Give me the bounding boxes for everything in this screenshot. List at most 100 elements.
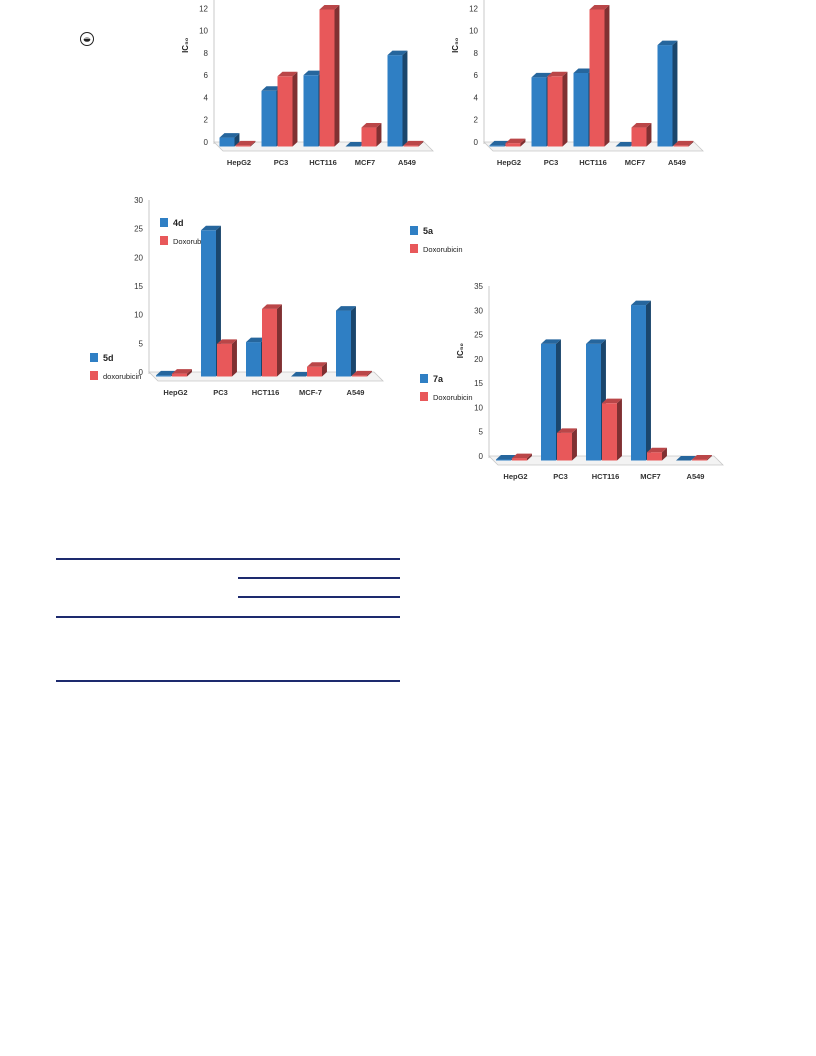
x-tick-label: PC3 [544, 158, 559, 167]
bar-doxorubicin-hepg2 [505, 138, 526, 147]
legend-label-5d: 5d [103, 353, 114, 363]
bar-7a-a549 [676, 456, 696, 461]
bar-doxorubicin-pc3 [217, 339, 237, 377]
legend-swatch-doxorubicin [90, 371, 98, 380]
bar-doxorubicin-pc3 [277, 71, 298, 147]
y-tick-label: 25 [474, 331, 483, 340]
chart-5d-vs-doxorubicin: 0 5 10 15 20 25 30 HepG2 PC3 HCT116 MCF-7 A549 5d dox… [70, 196, 400, 526]
legend-swatch-doxorubicin [420, 392, 428, 401]
bar-4d-hepg2 [219, 133, 240, 147]
chart-4d-vs-doxorubicin: 02468101214IC₅₀HepG2PC3HCT116MCF7A5494dD… [70, 0, 434, 296]
table-rule-sub-1 [238, 577, 400, 579]
bar-doxorubicin-hepg2 [172, 369, 192, 377]
y-tick-label: 0 [139, 368, 144, 377]
legend-label-doxorubicin: Doxorubicin [433, 393, 473, 402]
bar-doxorubicin-hct116 [319, 4, 340, 147]
bar-doxorubicin-a549 [692, 455, 712, 461]
bar-7a-mcf7 [631, 300, 651, 461]
y-tick-label: 5 [139, 339, 144, 348]
x-tick-label: MCF7 [355, 158, 375, 167]
x-tick-label: A549 [687, 472, 705, 481]
legend-swatch-4d [160, 218, 168, 227]
y-tick-label: 10 [134, 311, 143, 320]
x-tick-label: PC3 [274, 158, 289, 167]
bar-doxorubicin-hepg2 [235, 140, 256, 147]
x-tick-label: HepG2 [503, 472, 527, 481]
bar-doxorubicin-mcf7 [361, 123, 382, 147]
y-tick-label: 5 [479, 428, 484, 437]
x-tick-label: A549 [347, 388, 365, 397]
y-tick-label: 6 [204, 71, 209, 80]
x-tick-label: MCF7 [640, 472, 660, 481]
y-tick-label: 35 [474, 282, 483, 291]
legend-label-doxorubicin: Doxorubicin [423, 245, 463, 254]
y-tick-label: 6 [474, 71, 479, 80]
x-tick-label: PC3 [213, 388, 228, 397]
x-tick-label: A549 [398, 158, 416, 167]
bar-5d-mcf-7 [291, 372, 311, 377]
bar-doxorubicin-mcf-7 [307, 362, 327, 377]
legend-swatch-5d [90, 353, 98, 362]
circled-dot-icon [79, 31, 95, 47]
legend-swatch-5a [410, 226, 418, 235]
bar-doxorubicin-hct116 [262, 304, 282, 377]
bar-doxorubicin-mcf7 [647, 447, 667, 461]
y-tick-label: 30 [134, 196, 143, 205]
legend-label-4d: 4d [173, 218, 184, 228]
bar-4d-a549 [387, 50, 408, 147]
y-tick-label: 20 [474, 355, 483, 364]
legend-label-doxorubicin: doxorubicin [103, 372, 141, 381]
bar-doxorubicin-hepg2 [512, 453, 532, 461]
table-rule-header-bottom [56, 616, 400, 618]
y-tick-label: 0 [474, 138, 479, 147]
x-tick-label: MCF7 [625, 158, 645, 167]
x-tick-label: HepG2 [227, 158, 251, 167]
x-tick-label: MCF-7 [299, 388, 322, 397]
bar-5a-a549 [657, 40, 678, 147]
y-axis-label: IC₅₀ [451, 37, 460, 53]
y-tick-label: 4 [204, 93, 209, 102]
y-tick-label: 2 [204, 116, 209, 125]
bar-5d-pc3 [201, 225, 221, 377]
y-tick-label: 15 [474, 379, 483, 388]
legend-swatch-doxorubicin [160, 236, 168, 245]
y-tick-label: 8 [204, 49, 209, 58]
x-tick-label: PC3 [553, 472, 568, 481]
bar-4d-mcf7 [345, 142, 366, 147]
table-rule-top [56, 558, 400, 560]
bar-doxorubicin-pc3 [557, 428, 577, 461]
legend-label-5a: 5a [423, 226, 434, 236]
y-tick-label: 10 [474, 403, 483, 412]
table-rule-bottom [56, 680, 400, 682]
x-tick-label: HepG2 [497, 158, 521, 167]
legend-label-7a: 7a [433, 374, 444, 384]
bar-7a-pc3 [541, 339, 561, 461]
bar-doxorubicin-mcf7 [631, 123, 652, 147]
y-tick-label: 2 [474, 116, 479, 125]
y-tick-label: 12 [199, 4, 208, 13]
bar-doxorubicin-hct116 [602, 398, 622, 461]
x-tick-label: HCT116 [592, 472, 620, 481]
y-tick-label: 10 [469, 27, 478, 36]
y-tick-label: 10 [199, 27, 208, 36]
bar-doxorubicin-a549 [673, 140, 694, 147]
legend-label-doxorubicin: Doxorubicin [173, 237, 213, 246]
y-tick-label: 8 [474, 49, 479, 58]
bar-doxorubicin-hct116 [589, 4, 610, 147]
y-tick-label: 25 [134, 225, 143, 234]
bar-doxorubicin-a549 [403, 140, 424, 147]
legend-swatch-doxorubicin [410, 244, 418, 253]
bar-5a-mcf7 [615, 142, 636, 147]
legend-swatch-7a [420, 374, 428, 383]
x-tick-label: A549 [668, 158, 686, 167]
bar-doxorubicin-a549 [352, 370, 372, 377]
bar-5d-a549 [336, 306, 356, 377]
table-rule-sub-2 [238, 596, 400, 598]
y-tick-label: 4 [474, 93, 479, 102]
y-axis-label: IC₅₀ [456, 343, 465, 359]
y-axis-label: IC₅₀ [181, 37, 190, 53]
chart-5a-vs-doxorubicin: 02468101214IC₅₀HepG2PC3HCT116MCF7A5495aD… [390, 0, 710, 296]
x-tick-label: HCT116 [309, 158, 337, 167]
y-tick-label: 12 [469, 4, 478, 13]
x-tick-label: HepG2 [163, 388, 187, 397]
